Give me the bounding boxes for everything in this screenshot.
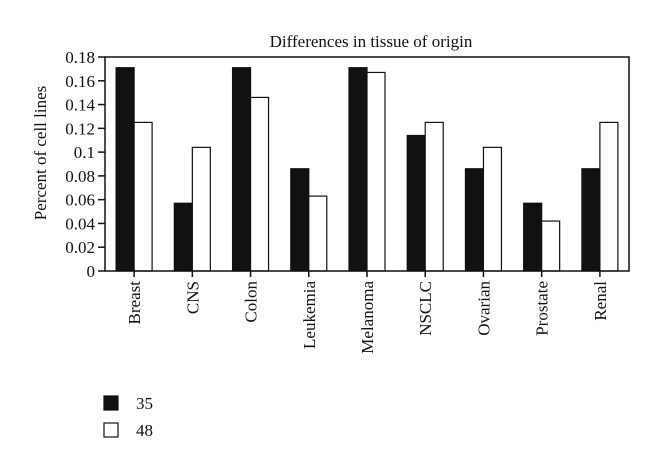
y-tick-label: 0.14 [65, 96, 95, 115]
category-label-breast: Breast [125, 281, 144, 325]
category-label-nsclc: NSCLC [416, 281, 435, 336]
bar-colon-35 [231, 67, 252, 272]
x-category-labels: Breast CNS Colon Leukemia Melanoma NSCLC Ovari… [125, 271, 610, 354]
bar-leukemia-35 [290, 168, 310, 272]
y-axis-label: Percent of cell lines [31, 86, 50, 221]
bar-breast-48 [133, 121, 153, 272]
category-label-melanoma: Melanoma [358, 281, 377, 354]
bar-cns-48 [191, 146, 211, 272]
legend-swatch-35 [103, 395, 119, 411]
y-tick-label: 0.1 [74, 143, 95, 162]
y-tick-label: 0.04 [65, 214, 95, 233]
y-tick-label: 0.18 [65, 48, 95, 67]
category-label-cns: CNS [183, 281, 202, 314]
legend-label-48: 48 [136, 421, 153, 440]
bar-breast-35 [115, 67, 135, 272]
bar-melanoma-48 [366, 71, 386, 272]
bar-melanoma-35 [348, 67, 368, 272]
y-tick-label: 0.12 [65, 119, 95, 138]
y-tick-label: 0 [87, 262, 96, 281]
category-label-prostate: Prostate [533, 281, 552, 336]
legend-label-35: 35 [136, 394, 153, 413]
category-label-renal: Renal [591, 281, 610, 321]
y-tick-label: 0.06 [65, 191, 95, 210]
bar-colon-48 [249, 96, 270, 272]
y-ticks: 0 0.02 0.04 0.06 0.08 0.1 0.12 0.14 0.16 0.18 [65, 48, 105, 281]
bar-ovarian-48 [482, 146, 503, 272]
bar-nsclc-48 [424, 121, 444, 272]
bar-renal-35 [581, 168, 601, 272]
y-tick-label: 0.02 [65, 238, 95, 257]
bars [115, 67, 619, 272]
y-tick-label: 0.16 [65, 72, 95, 91]
bar-renal-48 [599, 121, 619, 272]
bar-ovarian-35 [464, 168, 485, 272]
category-label-colon: Colon [242, 281, 261, 323]
bar-cns-35 [173, 202, 193, 272]
legend-swatch-48 [103, 422, 119, 438]
bar-leukemia-48 [308, 195, 328, 272]
category-label-ovarian: Ovarian [474, 281, 493, 336]
y-tick-label: 0.08 [65, 167, 95, 186]
bar-nsclc-35 [406, 134, 426, 272]
category-label-leukemia: Leukemia [300, 281, 319, 349]
bar-prostate-35 [523, 202, 543, 272]
bar-prostate-48 [541, 220, 561, 272]
chart-title: Differences in tissue of origin [270, 32, 473, 51]
